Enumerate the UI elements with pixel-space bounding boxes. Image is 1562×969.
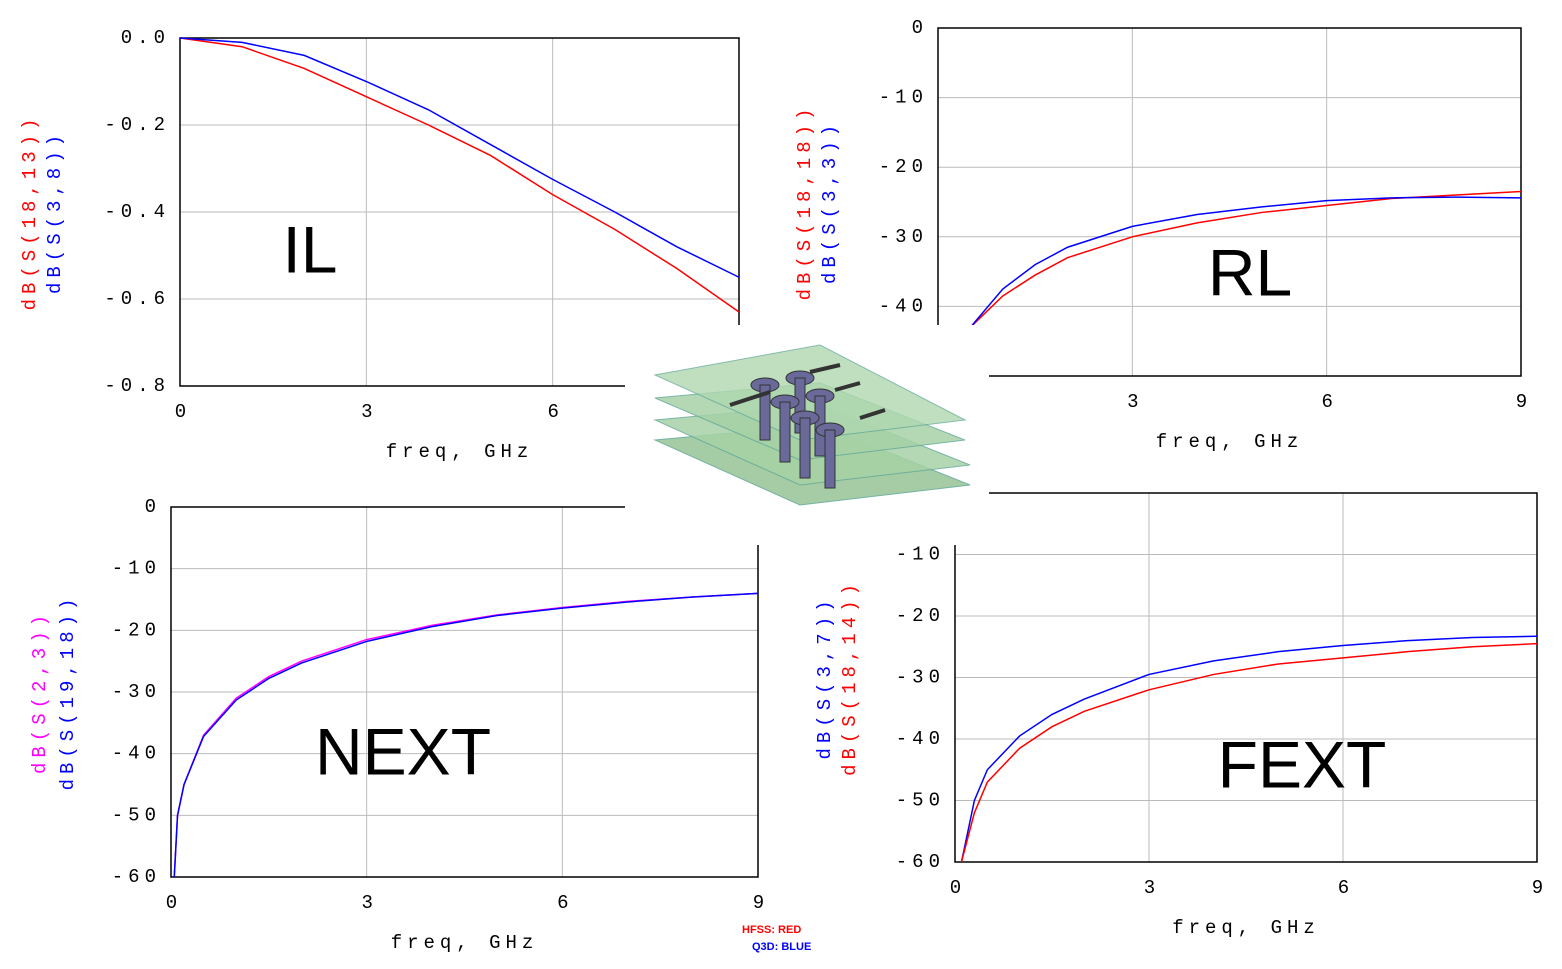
x-axis-label: freq, GHz <box>386 441 534 463</box>
note: HFSS: RED <box>742 924 801 936</box>
y-tick-label: -40 <box>879 295 928 317</box>
y-tick-label: -0.4 <box>104 201 170 223</box>
x-tick-label: 3 <box>1144 877 1160 899</box>
x-tick-label: 0 <box>166 892 182 914</box>
legend-entry: dB(S(18,18)) <box>794 104 816 301</box>
series-line <box>179 37 740 313</box>
y-tick-label: -60 <box>896 851 945 873</box>
plot-frame <box>170 506 759 878</box>
y-tick-label: -0.2 <box>104 114 170 136</box>
y-tick-label: -40 <box>896 728 945 750</box>
legend-entry: dB(S(18,13)) <box>19 114 41 311</box>
y-tick-label: -10 <box>896 544 945 566</box>
x-axis-label: freq, GHz <box>391 932 539 954</box>
x-tick-label: 6 <box>557 892 573 914</box>
y-tick-label: -20 <box>879 156 928 178</box>
note: Q3D: BLUE <box>752 941 811 953</box>
y-tick-label: -30 <box>896 667 945 689</box>
chart-title: FEXT <box>1218 727 1387 801</box>
y-tick-label: -30 <box>112 681 161 703</box>
y-tick-label: -0.8 <box>104 375 170 397</box>
plot-frame <box>954 492 1538 863</box>
x-tick-label: 6 <box>1338 877 1354 899</box>
series-line <box>960 642 1538 863</box>
y-tick-label: 0 <box>912 17 928 39</box>
3d-model <box>625 325 989 545</box>
x-tick-label: 0 <box>950 877 966 899</box>
x-tick-label: 3 <box>361 892 377 914</box>
y-tick-label: -50 <box>896 790 945 812</box>
x-tick-label: 9 <box>1532 877 1548 899</box>
legend-entry: dB(S(3,8)) <box>44 130 66 294</box>
series-line <box>179 37 740 278</box>
x-tick-label: 3 <box>361 401 377 423</box>
y-tick-label: 0 <box>145 496 161 518</box>
legend-entry: dB(S(3,7)) <box>814 595 836 759</box>
x-tick-label: 9 <box>753 892 769 914</box>
x-tick-label: 9 <box>1516 391 1532 413</box>
charts: 0.0-0.2-0.4-0.6-0.80369freq, GHzdB(S(18,… <box>19 17 1548 954</box>
legend-entry: dB(S(2,3)) <box>29 610 51 774</box>
y-tick-label: -0.6 <box>104 288 170 310</box>
chart-title: NEXT <box>315 714 491 788</box>
y-tick-label: -50 <box>112 804 161 826</box>
legend-entry: dB(S(18,14)) <box>839 579 861 776</box>
x-tick-label: 6 <box>547 401 563 423</box>
y-tick-label: -60 <box>112 866 161 888</box>
chart-title: RL <box>1208 235 1292 309</box>
series-line <box>960 635 1538 863</box>
series-line <box>173 592 759 878</box>
legend-entry: dB(S(3,3)) <box>819 120 841 284</box>
y-tick-label: -10 <box>879 87 928 109</box>
y-tick-label: -10 <box>112 558 161 580</box>
plot-frame <box>179 37 740 387</box>
y-tick-label: -30 <box>879 226 928 248</box>
x-axis-label: freq, GHz <box>1156 431 1304 453</box>
y-tick-label: 0.0 <box>121 27 170 49</box>
x-tick-label: 0 <box>175 401 191 423</box>
y-tick-label: -20 <box>896 605 945 627</box>
x-tick-label: 3 <box>1127 391 1143 413</box>
legend-entry: dB(S(19,18)) <box>57 594 79 791</box>
y-tick-label: -40 <box>112 743 161 765</box>
x-axis-label: freq, GHz <box>1172 917 1320 939</box>
x-tick-label: 6 <box>1321 391 1337 413</box>
plot-frame <box>937 27 1522 377</box>
y-tick-label: -20 <box>112 619 161 641</box>
chart-title: IL <box>282 212 337 286</box>
